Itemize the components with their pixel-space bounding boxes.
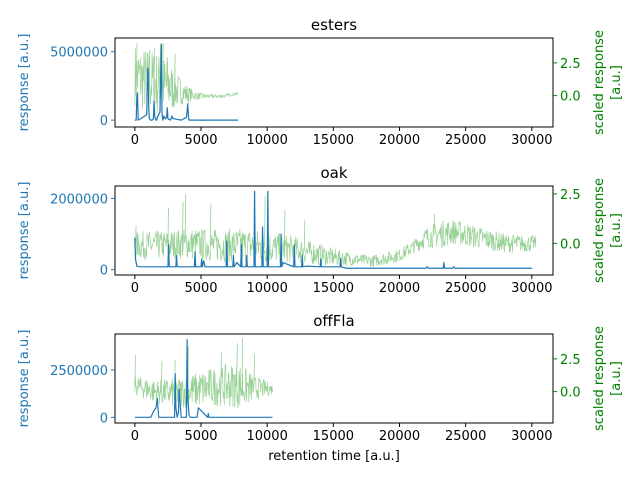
- scaled-response-spike: [135, 225, 137, 246]
- y-axis-label: response [a.u.]: [17, 330, 32, 428]
- x-tick-label: 15000: [313, 281, 354, 296]
- scaled-response-spike: [135, 75, 137, 92]
- scaled-response-spike: [186, 88, 188, 94]
- scaled-response-spike: [241, 337, 244, 387]
- scaled-response-spike: [283, 209, 286, 249]
- scaled-response-spike: [454, 225, 457, 233]
- y2-axis-label: [a.u.]: [609, 361, 624, 396]
- x-tick-label: 10000: [246, 429, 287, 444]
- axes-frame: [114, 37, 554, 128]
- x-tick-label: 15000: [313, 133, 354, 148]
- x-tick-label: 10000: [246, 133, 287, 148]
- y2-tick-label: 2.5: [560, 57, 581, 72]
- y2-tick-label: 0.0: [560, 237, 581, 252]
- scaled-response-spike: [253, 353, 255, 389]
- scaled-response-spike: [220, 352, 222, 386]
- scaled-response-spike: [136, 43, 138, 76]
- x-tick-label: 15000: [313, 429, 354, 444]
- x-tick-label: 5000: [184, 281, 217, 296]
- y2-axis-label: scaled response: [592, 326, 607, 431]
- response-line: [134, 190, 532, 269]
- x-tick-label: 5000: [184, 429, 217, 444]
- y2-tick-label: 2.5: [560, 353, 581, 368]
- x-tick-label: 30000: [511, 133, 552, 148]
- x-tick-label: 20000: [379, 281, 420, 296]
- scaled-response-spike: [236, 343, 238, 386]
- scaled-response-spike: [209, 203, 212, 246]
- y-tick-label: 2500000: [50, 364, 108, 379]
- scaled-response-spike: [182, 201, 184, 244]
- x-tick-label: 25000: [445, 281, 486, 296]
- x-tick-label: 30000: [511, 281, 552, 296]
- x-tick-label: 0: [131, 133, 139, 148]
- y2-axis-label: [a.u.]: [609, 65, 624, 100]
- scaled-response-spike: [433, 213, 435, 236]
- x-axis-label: retention time [a.u.]: [268, 449, 400, 464]
- y2-tick-label: 2.5: [560, 188, 581, 203]
- scaled-response-spike: [148, 49, 151, 81]
- scaled-response-spike: [264, 195, 266, 248]
- subplot-0: 0 5000 10000 15000 20000 25000 30000 0 5000000 2.…: [17, 16, 624, 148]
- x-tick-label: 30000: [511, 429, 552, 444]
- subplot-title: offFla: [313, 312, 355, 330]
- scaled-response-spike: [162, 43, 164, 86]
- y2-tick-label: 0.0: [560, 386, 581, 401]
- subplot-2: 0 5000 10000 15000 20000 25000 30000 0 2500000 2.…: [17, 312, 624, 464]
- scaled-response-line: [134, 48, 239, 113]
- y-tick-label: 5000000: [50, 46, 108, 61]
- subplot-title: esters: [311, 16, 357, 34]
- x-tick-label: 20000: [379, 429, 420, 444]
- y2-axis-label: scaled response: [592, 30, 607, 135]
- x-tick-label: 10000: [246, 281, 287, 296]
- y-axis-label: response [a.u.]: [17, 182, 32, 280]
- scaled-response-spike: [174, 53, 176, 90]
- y-axis-label: response [a.u.]: [17, 34, 32, 132]
- scaled-response-spike: [166, 57, 168, 87]
- y2-axis-label: scaled response: [592, 178, 607, 283]
- y-tick-label: 0: [100, 264, 108, 279]
- scaled-response-spike: [153, 48, 156, 83]
- axes-frame: [114, 185, 554, 276]
- scaled-response-spike: [303, 219, 306, 252]
- scaled-response-spike: [134, 354, 136, 386]
- x-tick-label: 0: [131, 281, 139, 296]
- y-tick-label: 2000000: [50, 192, 108, 207]
- scaled-response-spike: [167, 207, 169, 245]
- x-tick-label: 25000: [445, 429, 486, 444]
- y-tick-label: 0: [100, 114, 108, 129]
- y2-tick-label: 0.0: [560, 90, 581, 105]
- x-tick-label: 20000: [379, 133, 420, 148]
- scaled-response-line: [134, 220, 537, 268]
- subplot-title: oak: [320, 164, 347, 182]
- y2-axis-label: [a.u.]: [609, 213, 624, 248]
- x-tick-label: 5000: [184, 133, 217, 148]
- x-tick-label: 25000: [445, 133, 486, 148]
- subplot-1: 0 5000 10000 15000 20000 25000 30000 0 2000000 2.…: [17, 164, 624, 296]
- x-tick-label: 0: [131, 429, 139, 444]
- y-tick-label: 0: [100, 411, 108, 426]
- scaled-response-spike: [184, 193, 187, 244]
- response-line: [134, 339, 273, 418]
- response-line: [134, 44, 239, 121]
- scaled-response-line: [134, 363, 273, 409]
- axes-frame: [114, 333, 554, 424]
- scaled-response-spike: [160, 361, 163, 393]
- scaled-response-spike: [168, 78, 171, 88]
